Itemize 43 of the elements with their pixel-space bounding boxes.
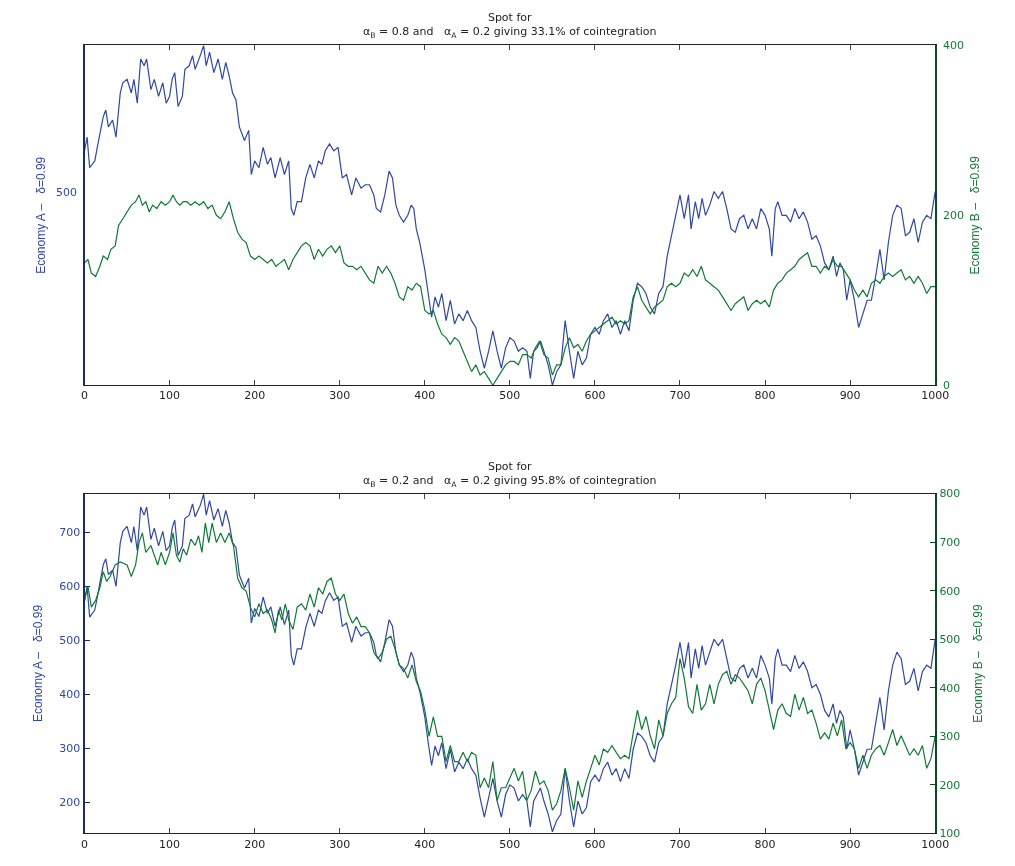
x-tick-label: 200 bbox=[244, 837, 266, 851]
x-tick-label: 0 bbox=[81, 837, 89, 851]
y2-tick-label: 400 bbox=[939, 681, 961, 695]
x-tick-label: 100 bbox=[159, 389, 181, 403]
y2-tick-label: 800 bbox=[939, 487, 961, 501]
y2-tick-label: 700 bbox=[939, 535, 961, 549]
y-axis-title: Economy A – δ=0.99 bbox=[31, 604, 46, 723]
x-tick-label: 900 bbox=[839, 389, 861, 403]
y-tick-label: 300 bbox=[59, 742, 81, 756]
y-axis-title: Economy A – δ=0.99 bbox=[34, 156, 49, 274]
text: 400 bbox=[943, 39, 964, 52]
y-tick-label: 700 bbox=[59, 526, 81, 540]
y2-axis-title: Economy B – δ=0.99 bbox=[970, 603, 985, 723]
text: 0 bbox=[943, 379, 950, 392]
x-tick-label: 300 bbox=[329, 837, 351, 851]
x-tick-label: 500 bbox=[499, 389, 521, 403]
x-tick-label: 200 bbox=[244, 389, 266, 403]
y-tick-label: 600 bbox=[59, 580, 81, 594]
x-tick-label: 900 bbox=[839, 837, 861, 851]
x-tick-label: 700 bbox=[669, 389, 691, 403]
chart-title: Spot for α$_{B}$ = 0.2 and α$_{A}$ = 0.2 giving 95.8% of cointegration bbox=[363, 460, 657, 489]
x-tick-label: 600 bbox=[584, 389, 606, 403]
x-tick-label: 1000 bbox=[921, 389, 950, 403]
y2-tick-label: 200 bbox=[939, 778, 961, 792]
y-tick-label: 400 bbox=[59, 688, 81, 702]
chart-title: Spot for α$_{B}$ = 0.8 and α$_{A}$ = 0.2 giving 33.1% of cointegration bbox=[363, 11, 657, 40]
y2-axis-title: Economy B – δ=0.99 bbox=[967, 155, 982, 275]
y2-tick-label: 500 bbox=[939, 633, 961, 647]
y-tick-label: 500 bbox=[59, 634, 81, 648]
x-tick-label: 300 bbox=[329, 389, 351, 403]
x-tick-label: 100 bbox=[159, 837, 181, 851]
x-tick-label: 400 bbox=[414, 837, 436, 851]
x-tick-label: 400 bbox=[414, 389, 436, 403]
x-tick-label: 800 bbox=[754, 389, 776, 403]
y-tick-label: 200 bbox=[59, 795, 81, 809]
x-tick-label: 600 bbox=[584, 837, 606, 851]
y2-tick-label: 300 bbox=[939, 730, 961, 744]
x-tick-label: 800 bbox=[754, 837, 776, 851]
x-tick-label: 700 bbox=[669, 837, 691, 851]
y2-tick-label: 600 bbox=[939, 584, 961, 598]
x-tick-label: 500 bbox=[499, 837, 521, 851]
x-tick-label: 0 bbox=[81, 389, 89, 403]
text: 200 bbox=[943, 209, 964, 222]
